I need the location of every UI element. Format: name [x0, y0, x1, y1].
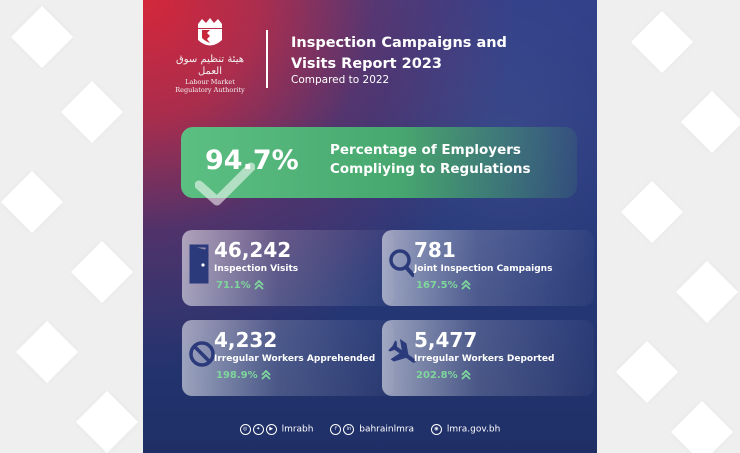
logo-english-2: Regulatory Authority — [175, 86, 245, 94]
stat-value: 781 — [414, 238, 456, 262]
compliance-banner: 94.7% Percentage of Employers Compliying… — [181, 127, 577, 206]
double-chevron-up-icon — [261, 370, 271, 380]
compliance-percentage: 94.7% — [205, 145, 299, 176]
globe-icon: ◉ — [430, 424, 442, 435]
stat-value: 5,477 — [414, 328, 478, 352]
logo-english-1: Labour Market — [185, 78, 235, 86]
airplane-icon — [388, 338, 416, 363]
footer-social: ◎ ✦ ▶ lmrabh f in bahrainlmra ◉ lmra.gov.bh — [143, 424, 597, 435]
compliance-label: Percentage of Employers Compliying to Re… — [330, 141, 570, 179]
stat-change: 71.1% — [216, 280, 264, 291]
double-chevron-up-icon — [461, 280, 471, 290]
double-chevron-up-icon — [254, 280, 264, 290]
stat-value: 4,232 — [214, 328, 278, 352]
double-chevron-up-icon — [461, 370, 471, 380]
header-divider — [266, 30, 268, 88]
youtube-icon: ▶ — [265, 424, 277, 435]
prohibited-icon — [189, 341, 215, 367]
social-handle-1[interactable]: ◎ ✦ ▶ lmrabh — [239, 424, 313, 435]
website-link[interactable]: ◉ lmra.gov.bh — [430, 424, 500, 435]
stat-label: Irregular Workers Apprehended — [214, 354, 376, 364]
instagram-icon: ◎ — [239, 424, 251, 435]
stat-label: Inspection Visits — [214, 264, 299, 274]
stat-card-workers-deported: 5,477 Irregular Workers Deported 202.8% — [382, 320, 594, 396]
stat-card-joint-campaigns: 781 Joint Inspection Campaigns 167.5% — [382, 230, 594, 306]
stat-label: Joint Inspection Campaigns — [414, 264, 553, 274]
crest-icon — [198, 18, 222, 46]
magnifier-icon — [389, 249, 414, 277]
door-icon — [189, 244, 209, 284]
logo-arabic: هيئة تنظيم سوق العمل — [175, 54, 244, 77]
report-subtitle: Compared to 2022 — [291, 74, 390, 86]
stat-change: 167.5% — [416, 280, 471, 291]
report-title: Inspection Campaigns and Visits Report 2… — [291, 33, 581, 75]
checkmark-icon — [195, 162, 255, 206]
title-line-1: Inspection Campaigns and — [291, 35, 507, 51]
title-line-2: Visits Report 2023 — [291, 56, 442, 72]
stat-card-inspection-visits: 46,242 Inspection Visits 71.1% — [182, 230, 394, 306]
infographic-poster: هيئة تنظيم سوق العمل Labour Market Regul… — [143, 0, 597, 453]
compliance-label-2: Compliying to Regulations — [330, 161, 531, 177]
stat-value: 46,242 — [214, 238, 292, 262]
twitter-icon: ✦ — [252, 424, 264, 435]
stat-change: 198.9% — [216, 370, 271, 381]
facebook-icon: f — [330, 424, 342, 435]
lmra-logo: هيئة تنظيم سوق العمل Labour Market Regul… — [173, 16, 247, 94]
linkedin-icon: in — [343, 424, 355, 435]
compliance-label-1: Percentage of Employers — [330, 142, 521, 158]
social-handle-2[interactable]: f in bahrainlmra — [330, 424, 414, 435]
stat-label: Irregular Workers Deported — [414, 354, 555, 364]
stat-change: 202.8% — [416, 370, 471, 381]
stat-card-workers-apprehended: 4,232 Irregular Workers Apprehended 198.… — [182, 320, 394, 396]
